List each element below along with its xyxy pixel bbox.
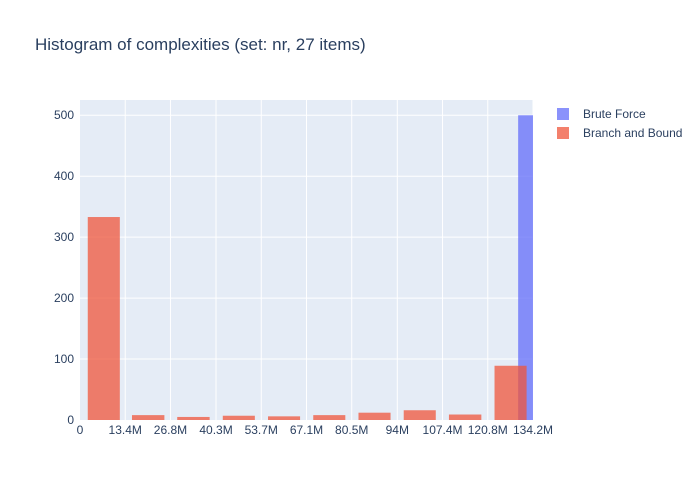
bar-brute-force bbox=[518, 115, 533, 420]
bar-branch-and-bound bbox=[177, 416, 210, 420]
legend-label: Brute Force bbox=[583, 107, 646, 121]
y-tick-label: 400 bbox=[54, 169, 74, 183]
legend[interactable]: Brute Force Branch and Bound bbox=[557, 107, 682, 140]
x-tick-label: 26.8M bbox=[154, 423, 187, 437]
bar-branch-and-bound bbox=[494, 365, 527, 420]
bar-branch-and-bound bbox=[448, 414, 482, 420]
axes: 0 100 200 300 400 500 0 13.4M 26.8M 40.3M 53.7M 67.… bbox=[54, 108, 553, 437]
x-tick-label: 40.3M bbox=[199, 423, 232, 437]
x-tick-label: 0 bbox=[77, 423, 84, 437]
y-tick-label: 0 bbox=[67, 413, 74, 427]
legend-swatch bbox=[557, 127, 569, 139]
x-tick-label: 67.1M bbox=[290, 423, 323, 437]
bars bbox=[87, 115, 533, 420]
x-tick-label: 94M bbox=[386, 423, 409, 437]
legend-item-brute-force[interactable]: Brute Force bbox=[557, 107, 646, 121]
x-tick-label: 53.7M bbox=[245, 423, 278, 437]
x-tick-label: 13.4M bbox=[109, 423, 142, 437]
bar-branch-and-bound bbox=[87, 217, 120, 420]
x-tick-label: 107.4M bbox=[423, 423, 463, 437]
bar-branch-and-bound bbox=[313, 415, 346, 420]
legend-item-branch-and-bound[interactable]: Branch and Bound bbox=[557, 126, 682, 140]
y-tick-label: 300 bbox=[54, 230, 74, 244]
x-tick-label: 80.5M bbox=[335, 423, 368, 437]
y-tick-label: 100 bbox=[54, 352, 74, 366]
bar-branch-and-bound bbox=[131, 415, 165, 420]
y-tick-label: 200 bbox=[54, 291, 74, 305]
y-tick-label: 500 bbox=[54, 108, 74, 122]
bar-branch-and-bound bbox=[222, 415, 255, 420]
legend-label: Branch and Bound bbox=[583, 126, 682, 140]
legend-swatch bbox=[557, 108, 569, 120]
chart-title: Histogram of complexities (set: nr, 27 i… bbox=[35, 35, 366, 54]
bar-branch-and-bound bbox=[403, 410, 436, 420]
x-tick-label: 134.2M bbox=[513, 423, 553, 437]
bar-branch-and-bound bbox=[268, 416, 301, 420]
bar-branch-and-bound bbox=[358, 412, 391, 420]
x-tick-label: 120.8M bbox=[468, 423, 508, 437]
